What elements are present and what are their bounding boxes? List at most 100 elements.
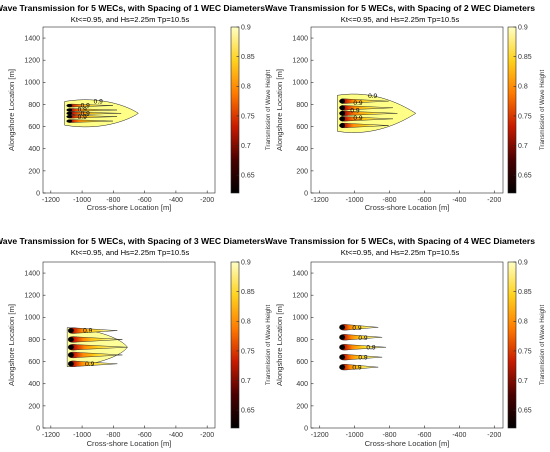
subplot-4: Wave Transmission for 5 WECs, with Spaci…: [265, 236, 546, 448]
subplot-1-ylabel: Alongshore Location [m]: [7, 69, 16, 151]
wec-marker: [339, 98, 346, 104]
colorbar-tick-label: 0.9: [241, 24, 251, 31]
x-tick-label: -1000: [73, 432, 91, 439]
x-tick-label: -800: [106, 432, 120, 439]
wec-marker: [68, 328, 74, 334]
x-tick-label: -800: [383, 197, 397, 204]
subplot-2-ylabel: Alongshore Location [m]: [275, 69, 284, 151]
x-tick-label: -600: [138, 432, 152, 439]
wec-marker: [68, 337, 74, 342]
subplot-4-colorbar: [507, 261, 517, 429]
colorbar-tick-label: 0.8: [241, 84, 251, 91]
wec-marker: [339, 110, 346, 116]
wec-marker: [68, 344, 74, 350]
x-tick-label: -400: [452, 197, 466, 204]
y-tick-label: 0: [36, 425, 40, 432]
wec-marker: [66, 108, 73, 112]
y-tick-label: 800: [28, 102, 40, 109]
y-tick-label: 1200: [24, 58, 40, 65]
subplot-3-xlabel: Cross-shore Location [m]: [87, 439, 172, 448]
wec-wake: [339, 344, 387, 351]
y-tick-label: 1400: [292, 35, 308, 42]
x-tick-label: -800: [383, 432, 397, 439]
y-tick-label: 1400: [24, 35, 40, 42]
y-tick-label: 400: [28, 381, 40, 388]
colorbar-tick-label: 0.9: [518, 259, 528, 266]
contour-label: 0.9: [353, 115, 362, 122]
contour-label: 0.9: [83, 328, 92, 335]
colorbar-tick-label: 0.75: [241, 113, 255, 120]
x-tick-label: -600: [417, 432, 431, 439]
colorbar-tick-label: 0.75: [241, 348, 255, 355]
x-tick-label: -200: [200, 432, 214, 439]
subplot-3-subtitle: Kt<=0.95, and Hs=2.25m Tp=10.5s: [71, 248, 190, 257]
subplot-2-cblabel: Transmission of Wave Height: [539, 70, 546, 151]
contour-label: 0.9: [78, 106, 87, 113]
y-tick-label: 1200: [292, 58, 308, 65]
x-tick-label: -1000: [346, 432, 364, 439]
colorbar-tick-label: 0.7: [241, 378, 251, 385]
x-tick-label: -200: [200, 197, 214, 204]
subplot-3-xticks: -1200 -1000 -800 -600 -400 -200: [42, 425, 214, 439]
colorbar-tick-label: 0.75: [518, 113, 532, 120]
y-tick-label: 400: [28, 146, 40, 153]
subplot-1-subtitle: Kt<=0.95, and Hs=2.25m Tp=10.5s: [71, 15, 190, 24]
subplot-3-cblabel: Transmission of Wave Height: [265, 305, 272, 386]
colorbar-tick-label: 0.7: [241, 143, 251, 150]
wec-marker: [66, 115, 73, 119]
wec-wake: [339, 324, 379, 331]
y-tick-label: 1200: [292, 293, 308, 300]
y-tick-label: 800: [296, 102, 308, 109]
wec-wake: [339, 364, 379, 371]
colorbar-tick-label: 0.8: [518, 319, 528, 326]
contour-label: 0.9: [85, 361, 94, 368]
contour-label: 0.9: [352, 325, 361, 332]
x-tick-label: -1000: [73, 197, 91, 204]
colorbar-tick-label: 0.7: [518, 378, 528, 385]
colorbar-tick-label: 0.7: [518, 143, 528, 150]
subplot-4-axes: [310, 261, 504, 429]
y-tick-label: 200: [28, 403, 40, 410]
colorbar-tick-label: 0.65: [518, 173, 532, 180]
subplot-2-title: Wave Transmission for 5 WECs, with Spaci…: [265, 3, 535, 13]
contour-label: 0.9: [366, 345, 375, 352]
x-tick-label: -200: [487, 432, 501, 439]
colorbar-tick-label: 0.9: [241, 259, 251, 266]
y-tick-label: 600: [296, 124, 308, 131]
wec-wake: [339, 354, 383, 361]
subplot-3-colorbar: [230, 261, 240, 429]
subplot-2-xlabel: Cross-shore Location [m]: [365, 203, 450, 212]
colorbar-tick-label: 0.65: [518, 408, 532, 415]
wec-marker: [339, 116, 346, 122]
x-tick-label: -200: [487, 197, 501, 204]
subplot-1-colorbar: [230, 26, 240, 194]
contour-label: 0.9: [78, 114, 87, 121]
subplot-2-field: 0.90.90.90.9: [337, 93, 417, 133]
colorbar-tick-label: 0.9: [518, 24, 528, 31]
contour-label: 0.9: [352, 365, 361, 372]
subplot-4-title: Wave Transmission for 5 WECs, with Spaci…: [265, 236, 535, 246]
y-tick-label: 1000: [292, 315, 308, 322]
subplot-2-subtitle: Kt<=0.95, and Hs=2.25m Tp=10.5s: [341, 15, 460, 24]
contour-label: 0.9: [368, 93, 377, 100]
subplot-4-cblabel: Transmission of Wave Height: [539, 305, 546, 386]
wec-marker: [66, 103, 73, 108]
contour-label: 0.9: [353, 100, 362, 107]
y-tick-label: 800: [296, 337, 308, 344]
subplot-1-cbticks: 0.65 0.7 0.75 0.8 0.85 0.9: [236, 24, 255, 180]
wec-marker: [68, 352, 74, 358]
contour-label: 0.9: [350, 108, 359, 115]
wec-wake: [67, 351, 123, 359]
contour-label: 0.9: [81, 103, 90, 110]
wec-marker: [68, 361, 74, 367]
subplot-4-yticks: 0 200 400 600 800 1000 1200 1400: [292, 270, 314, 432]
y-tick-label: 200: [28, 168, 40, 175]
subplot-1-yticks: 0 200 400 600 800 1000 1200 1400: [24, 35, 46, 197]
subplot-4-ylabel: Alongshore Location [m]: [275, 304, 284, 386]
y-tick-label: 800: [28, 337, 40, 344]
wec-marker: [339, 354, 346, 360]
subplot-4-cbticks: 0.65 0.7 0.75 0.8 0.85 0.9: [513, 259, 532, 415]
subplot-1-xlabel: Cross-shore Location [m]: [87, 203, 172, 212]
y-tick-label: 1000: [24, 80, 40, 87]
wec-marker: [339, 344, 346, 350]
